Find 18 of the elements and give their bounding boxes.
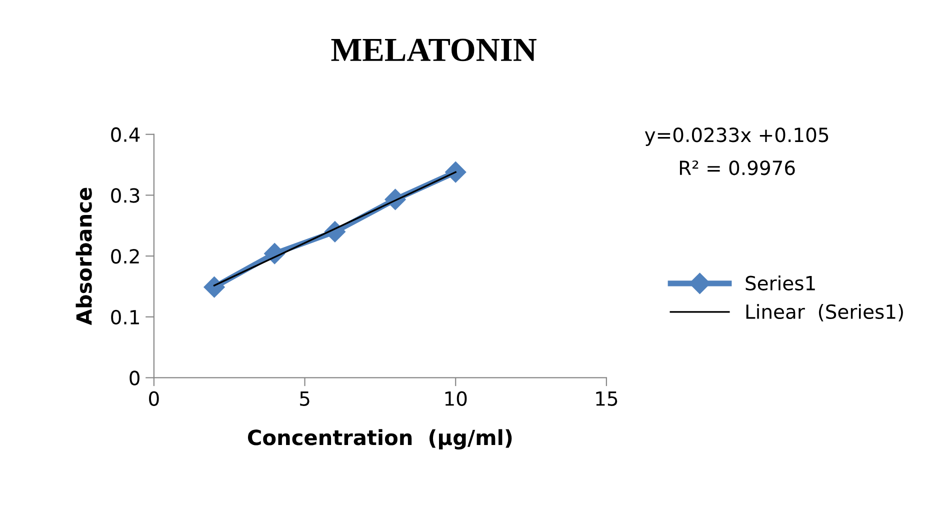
y-tick-label: 0.4 [111,127,140,142]
legend-label: Linear (Series1) [746,304,903,322]
y-axis-title: Absorbance [76,188,92,326]
chart-title: MELATONIN [331,38,537,62]
x-tick-label: 15 [596,392,618,406]
point [204,276,225,298]
x-tick-label: 0 [149,391,159,406]
point [445,162,466,183]
x-tick-label: 10 [445,391,467,406]
text: y=0.0233x +0.105 [644,128,828,146]
x-axis-title: Concentration (µg/ml) [248,429,512,450]
y-tick-label: 0.3 [111,188,140,203]
x-tick-label: 5 [300,392,310,406]
legend-label: Series1 [746,275,815,290]
y-tick-label: 0 [130,370,140,386]
text: R² = 0.9976 [680,160,795,176]
y-tick-label: 0.1 [111,310,139,325]
y-tick-label: 0.2 [111,248,139,264]
